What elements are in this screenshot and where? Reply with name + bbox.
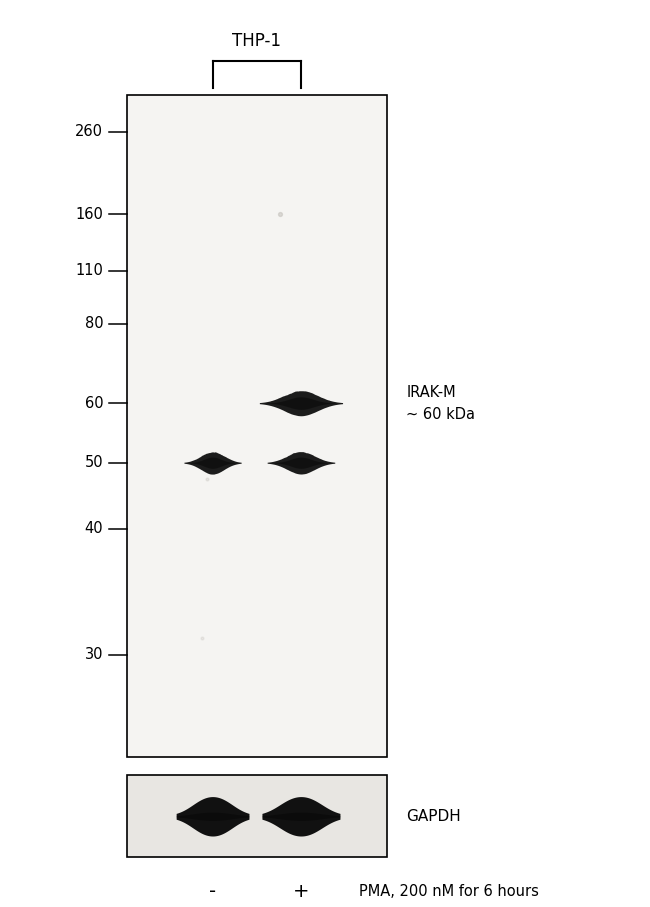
Text: 80: 80 xyxy=(84,317,103,331)
Text: 260: 260 xyxy=(75,124,103,139)
Text: THP-1: THP-1 xyxy=(232,32,281,50)
Text: 110: 110 xyxy=(75,263,103,278)
Text: IRAK-M
~ 60 kDa: IRAK-M ~ 60 kDa xyxy=(406,385,475,422)
Text: 60: 60 xyxy=(84,395,103,411)
Text: +: + xyxy=(292,883,309,901)
Point xyxy=(197,631,207,646)
Point xyxy=(202,472,213,486)
Text: -: - xyxy=(209,883,216,901)
Text: 40: 40 xyxy=(84,522,103,536)
Text: PMA, 200 nM for 6 hours: PMA, 200 nM for 6 hours xyxy=(359,884,540,899)
Point xyxy=(275,207,285,221)
Bar xyxy=(127,95,387,757)
Bar xyxy=(127,775,387,857)
Text: 160: 160 xyxy=(75,207,103,222)
Text: 50: 50 xyxy=(84,455,103,470)
Text: 30: 30 xyxy=(85,648,103,662)
Text: GAPDH: GAPDH xyxy=(406,809,461,824)
